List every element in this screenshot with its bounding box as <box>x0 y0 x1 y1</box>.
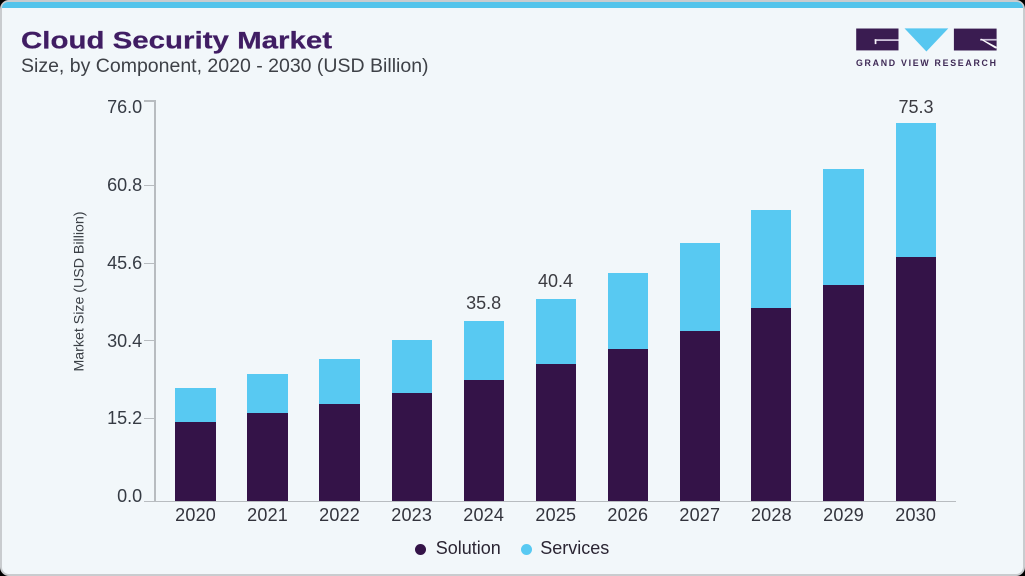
svg-text:GRAND VIEW RESEARCH: GRAND VIEW RESEARCH <box>856 58 998 68</box>
